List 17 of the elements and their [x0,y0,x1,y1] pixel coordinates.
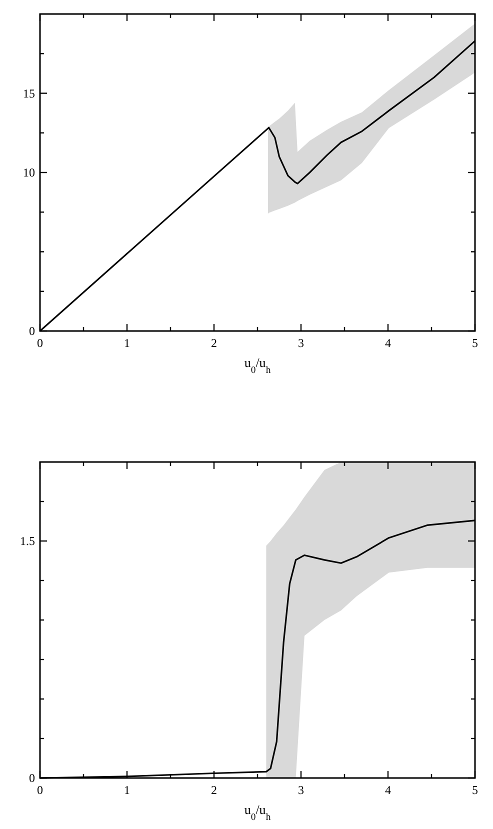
y-tick-label: 0 [29,771,35,785]
x-axis-title: u$_{0}$/u$_{h}$ [244,355,271,376]
x-tick-label: 4 [385,783,391,797]
x-tick-label: 2 [211,336,217,350]
x-tick-label: 4 [385,336,391,350]
y-tick-label: 10 [23,166,35,180]
x-tick-label: 5 [472,336,478,350]
y-tick-label: 0 [29,324,35,338]
x-tick-label: 5 [472,783,478,797]
y-tick-label: 1.5 [20,534,35,548]
x-tick-label: 2 [211,783,217,797]
x-tick-label: 3 [298,783,304,797]
x-tick-label: 1 [124,336,130,350]
x-axis-title: u$_{0}$/u$_{h}$ [244,802,271,822]
x-tick-label: 1 [124,783,130,797]
x-tick-label: 3 [298,336,304,350]
y-tick-label: 15 [23,86,35,100]
